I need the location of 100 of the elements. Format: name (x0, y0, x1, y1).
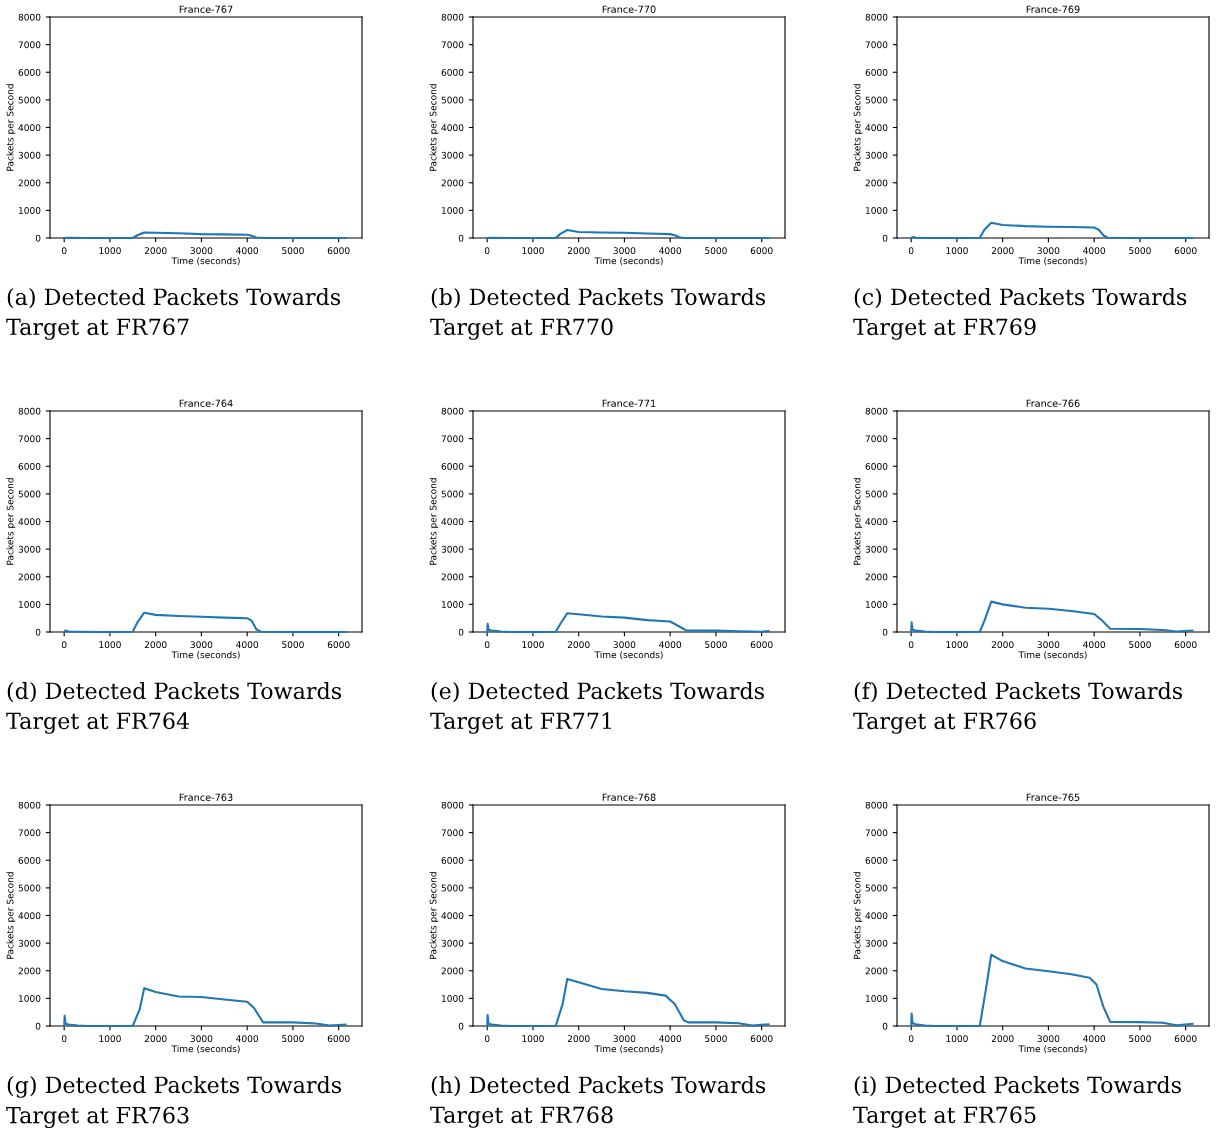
y-tick-label: 2000 (865, 967, 888, 975)
x-tick-label: 1000 (522, 641, 544, 649)
x-axis-title: Time (seconds) (1018, 1045, 1087, 1054)
y-tick-label: 7000 (865, 41, 888, 49)
line-series (63, 987, 347, 1028)
y-tick-label: 3000 (865, 545, 888, 553)
chart-title: France-763 (179, 793, 233, 801)
y-tick-label: 8000 (441, 801, 464, 809)
x-tick-label: 3000 (190, 247, 213, 255)
x-tick-label: 1000 (946, 247, 968, 255)
line-series (63, 611, 347, 634)
chart-title: France-768 (602, 793, 656, 801)
y-tick-label: 1000 (441, 601, 464, 608)
y-tick-label: 8000 (865, 13, 888, 21)
y-tick-label: 6000 (441, 462, 464, 470)
x-tick-label: 0 (908, 641, 914, 649)
y-tick-label: 5000 (18, 96, 41, 104)
x-tick-label: 2000 (567, 1035, 590, 1043)
y-tick-label: 8000 (18, 801, 41, 809)
x-tick-label: 0 (61, 247, 67, 255)
y-tick-label: 5000 (865, 96, 888, 104)
x-tick-label: 0 (908, 1035, 914, 1043)
y-axis-title: Packets per Second (429, 478, 439, 565)
y-tick-label: 3000 (441, 545, 464, 553)
y-tick-label: 7000 (865, 435, 888, 443)
y-tick-label: 4000 (441, 518, 464, 526)
chart-title: France-764 (179, 399, 233, 407)
y-tick-label: 7000 (18, 435, 41, 443)
x-axis-title: Time (seconds) (171, 1045, 240, 1054)
line-series (910, 600, 1194, 634)
y-tick-label: 1000 (441, 995, 464, 1002)
text: (b) Detected Packets Towards Target at FR770 (430, 288, 766, 340)
x-tick-label: 5000 (282, 1035, 304, 1043)
x-tick-label: 4000 (236, 247, 259, 255)
y-tick-label: 5000 (865, 884, 888, 892)
y-tick-label: 4000 (18, 518, 41, 526)
x-tick-label: 2000 (144, 641, 167, 649)
y-tick-label: 8000 (441, 13, 464, 21)
x-tick-label: 5000 (1129, 1035, 1151, 1043)
x-tick-label: 1000 (946, 1035, 968, 1043)
y-axis-title: Packets per Second (853, 478, 863, 565)
y-tick-label: 7000 (441, 435, 464, 443)
x-tick-label: 3000 (613, 247, 636, 255)
x-tick-label: 5000 (282, 641, 304, 649)
x-tick-label: 4000 (1083, 1035, 1106, 1043)
text: (e) Detected Packets Towards Target at FR771 (430, 682, 764, 734)
x-tick-label: 3000 (613, 1035, 636, 1043)
y-tick-label: 3000 (18, 545, 41, 553)
y-tick-label: 5000 (865, 490, 888, 498)
y-tick-label: 3000 (441, 151, 464, 159)
y-tick-label: 2000 (18, 179, 41, 187)
x-tick-label: 2000 (567, 641, 590, 649)
y-tick-label: 0 (458, 628, 464, 636)
x-tick-label: 5000 (705, 1035, 727, 1043)
y-tick-label: 5000 (18, 490, 41, 498)
y-tick-label: 1000 (18, 995, 41, 1002)
y-tick-label: 6000 (865, 462, 888, 470)
x-axis-title: Time (seconds) (171, 257, 240, 266)
x-tick-label: 1000 (99, 247, 121, 255)
text: (a) Detected Packets Towards Target at FR767 (6, 288, 341, 340)
y-axis-title: Packets per Second (429, 872, 439, 959)
x-tick-label: 4000 (236, 641, 259, 649)
y-tick-label: 8000 (865, 801, 888, 809)
x-tick-label: 1000 (522, 1035, 544, 1043)
y-tick-label: 1000 (865, 207, 888, 214)
y-tick-label: 4000 (18, 124, 41, 132)
x-tick-label: 4000 (1083, 641, 1106, 649)
y-tick-label: 7000 (441, 41, 464, 49)
x-tick-label: 4000 (659, 247, 682, 255)
y-tick-label: 2000 (865, 179, 888, 187)
x-tick-label: 3000 (190, 1035, 213, 1043)
y-tick-label: 4000 (865, 124, 888, 132)
y-tick-label: 5000 (441, 490, 464, 498)
y-tick-label: 0 (35, 628, 41, 636)
x-axis-title: Time (seconds) (1018, 651, 1087, 660)
x-tick-label: 0 (908, 247, 914, 255)
x-tick-label: 0 (61, 641, 67, 649)
x-tick-label: 2000 (567, 247, 590, 255)
x-tick-label: 4000 (1083, 247, 1106, 255)
x-tick-label: 5000 (282, 247, 304, 255)
text: (c) Detected Packets Towards Target at FR769 (853, 288, 1187, 340)
y-tick-label: 7000 (18, 829, 41, 837)
y-tick-label: 6000 (441, 68, 464, 76)
x-tick-label: 4000 (659, 1035, 682, 1043)
y-tick-label: 0 (458, 234, 464, 242)
y-tick-label: 7000 (18, 41, 41, 49)
y-tick-label: 1000 (865, 995, 888, 1002)
text: (h) Detected Packets Towards Target at FR768 (430, 1076, 766, 1128)
x-tick-label: 1000 (946, 641, 968, 649)
y-tick-label: 6000 (18, 462, 41, 470)
y-axis-title: Packets per Second (853, 84, 863, 171)
y-tick-label: 1000 (441, 207, 464, 214)
x-tick-label: 5000 (1129, 247, 1151, 255)
y-tick-label: 1000 (18, 601, 41, 608)
x-tick-label: 2000 (991, 247, 1014, 255)
line-series (910, 221, 1194, 240)
y-tick-label: 2000 (18, 967, 41, 975)
y-tick-label: 0 (35, 234, 41, 242)
y-tick-label: 2000 (18, 573, 41, 581)
x-tick-label: 0 (484, 641, 490, 649)
